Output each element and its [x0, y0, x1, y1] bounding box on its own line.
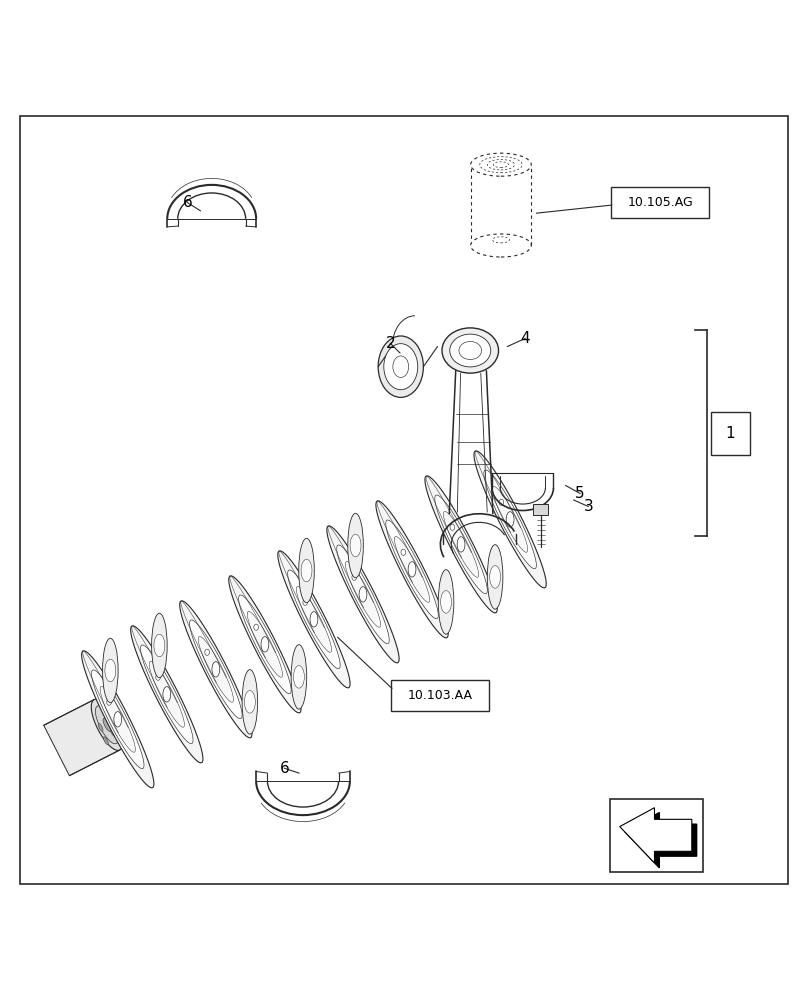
Ellipse shape — [91, 699, 123, 750]
Polygon shape — [376, 501, 448, 638]
Ellipse shape — [408, 562, 416, 577]
Ellipse shape — [105, 659, 116, 682]
Polygon shape — [425, 476, 497, 613]
Ellipse shape — [95, 706, 119, 744]
Polygon shape — [278, 551, 350, 688]
Polygon shape — [326, 526, 399, 663]
Ellipse shape — [350, 534, 361, 557]
Ellipse shape — [261, 637, 269, 652]
Polygon shape — [91, 670, 144, 769]
Ellipse shape — [245, 691, 255, 713]
Polygon shape — [493, 486, 528, 552]
Text: 4: 4 — [520, 331, 530, 346]
Polygon shape — [435, 495, 487, 594]
Ellipse shape — [110, 728, 116, 736]
Polygon shape — [141, 645, 193, 744]
Text: 1: 1 — [726, 426, 735, 441]
Polygon shape — [238, 595, 291, 694]
Ellipse shape — [98, 723, 103, 731]
Text: 3: 3 — [583, 499, 593, 514]
FancyBboxPatch shape — [392, 680, 490, 711]
Ellipse shape — [401, 549, 406, 555]
Polygon shape — [288, 570, 340, 669]
Polygon shape — [444, 511, 478, 577]
Ellipse shape — [457, 537, 465, 552]
Ellipse shape — [442, 328, 499, 373]
Polygon shape — [484, 470, 537, 569]
Polygon shape — [82, 651, 154, 788]
Ellipse shape — [204, 649, 209, 655]
Polygon shape — [131, 626, 203, 763]
Ellipse shape — [114, 712, 122, 727]
Ellipse shape — [359, 587, 367, 602]
Text: 10.105.AG: 10.105.AG — [627, 196, 693, 209]
Ellipse shape — [212, 662, 220, 677]
Polygon shape — [385, 520, 438, 619]
Polygon shape — [297, 586, 331, 652]
Ellipse shape — [499, 499, 503, 505]
Ellipse shape — [352, 574, 356, 580]
Ellipse shape — [310, 612, 318, 627]
Polygon shape — [394, 536, 430, 602]
Ellipse shape — [102, 706, 107, 714]
Ellipse shape — [487, 545, 503, 609]
Polygon shape — [247, 611, 283, 677]
Ellipse shape — [470, 153, 532, 176]
Ellipse shape — [301, 559, 312, 582]
Ellipse shape — [107, 699, 112, 705]
Text: 10.103.AA: 10.103.AA — [408, 689, 473, 702]
Polygon shape — [229, 576, 301, 713]
Bar — [533, 504, 548, 515]
Ellipse shape — [156, 674, 161, 680]
Ellipse shape — [299, 538, 314, 603]
Ellipse shape — [459, 341, 482, 360]
Ellipse shape — [254, 624, 259, 630]
Polygon shape — [149, 661, 184, 727]
Bar — [610, 799, 703, 872]
Ellipse shape — [163, 687, 170, 702]
Text: 6: 6 — [183, 195, 192, 210]
Polygon shape — [198, 636, 234, 702]
Polygon shape — [620, 808, 692, 863]
Polygon shape — [44, 700, 120, 776]
Ellipse shape — [103, 638, 118, 703]
Ellipse shape — [103, 718, 111, 731]
Ellipse shape — [291, 645, 307, 709]
Polygon shape — [345, 561, 381, 627]
Ellipse shape — [450, 334, 490, 367]
Polygon shape — [337, 545, 389, 644]
FancyBboxPatch shape — [711, 412, 750, 455]
Ellipse shape — [378, 336, 423, 397]
Ellipse shape — [103, 737, 108, 745]
Ellipse shape — [303, 599, 308, 605]
Ellipse shape — [293, 666, 305, 688]
Ellipse shape — [109, 709, 114, 717]
Ellipse shape — [440, 591, 452, 613]
Polygon shape — [100, 686, 136, 752]
Ellipse shape — [154, 634, 165, 657]
Ellipse shape — [507, 512, 514, 527]
Ellipse shape — [438, 570, 454, 634]
Ellipse shape — [393, 356, 409, 377]
Polygon shape — [625, 813, 696, 868]
Text: 5: 5 — [575, 486, 585, 501]
Ellipse shape — [347, 513, 364, 578]
Ellipse shape — [450, 524, 455, 530]
Ellipse shape — [152, 613, 167, 678]
Text: 6: 6 — [280, 761, 289, 776]
Polygon shape — [190, 620, 242, 719]
Ellipse shape — [242, 670, 258, 734]
Ellipse shape — [470, 234, 532, 257]
Ellipse shape — [490, 566, 500, 588]
Polygon shape — [474, 451, 546, 588]
Polygon shape — [179, 601, 252, 738]
Text: 2: 2 — [385, 336, 395, 351]
FancyBboxPatch shape — [611, 187, 709, 218]
Ellipse shape — [384, 344, 418, 390]
